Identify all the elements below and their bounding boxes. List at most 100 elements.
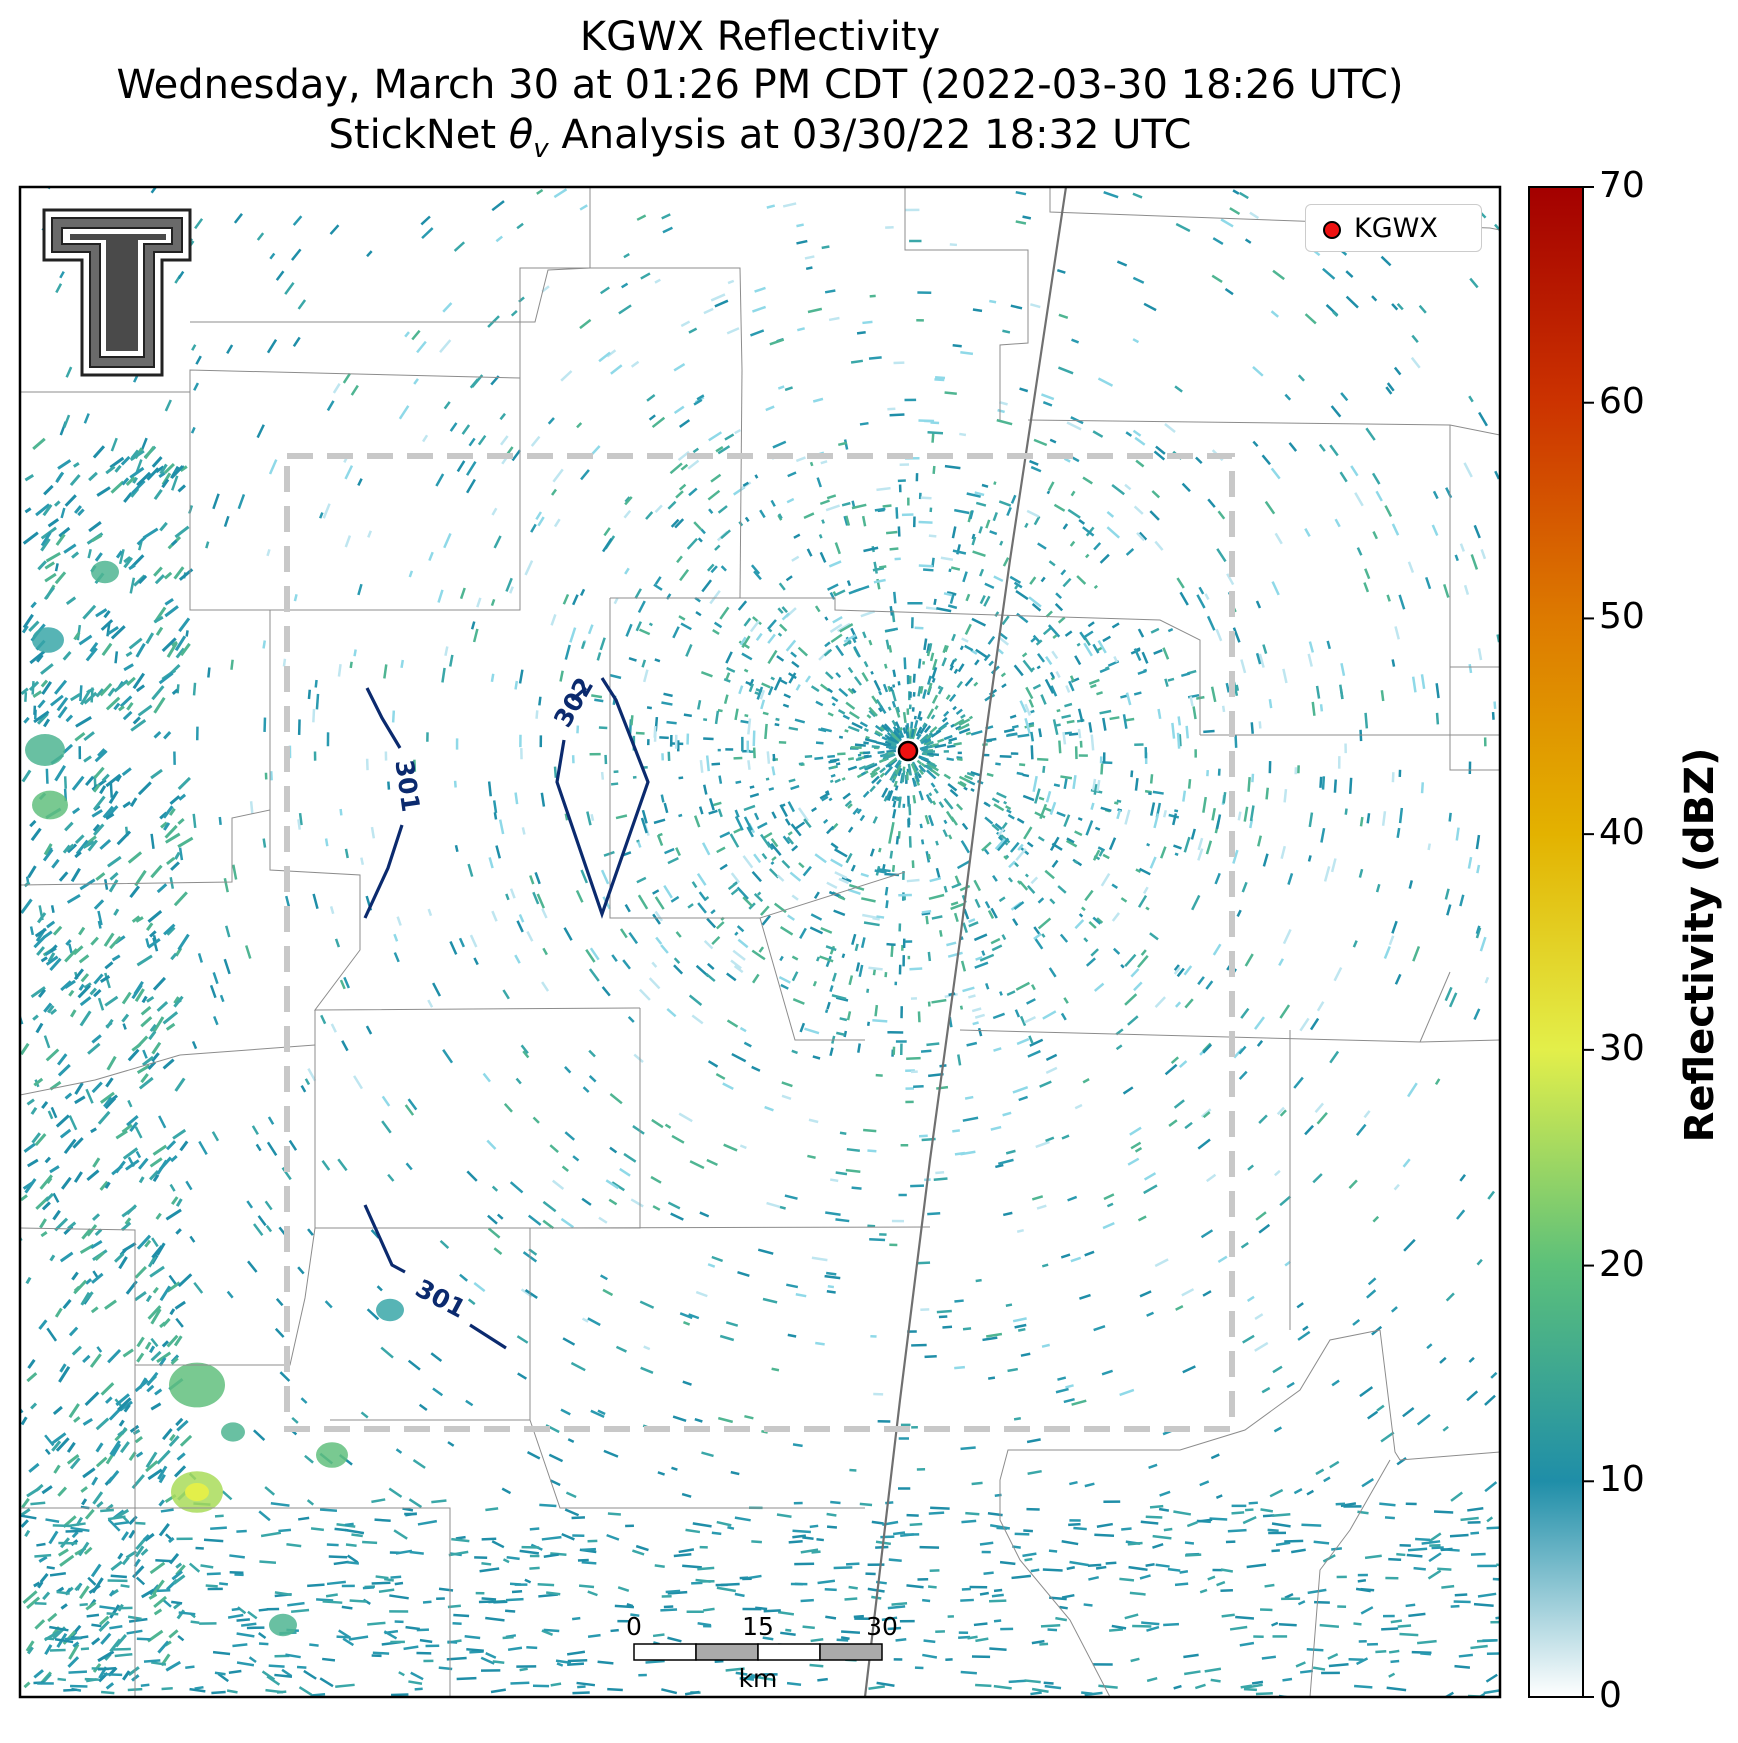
- echo-gate: [824, 790, 830, 795]
- echo-gate: [1051, 859, 1059, 868]
- echo-gate: [660, 944, 669, 954]
- scale-bar-tick-15: 15: [742, 1612, 774, 1641]
- echo-gate: [862, 631, 867, 639]
- echo-gate: [383, 664, 388, 679]
- echo-gate: [1038, 796, 1045, 801]
- echo-gate: [931, 998, 947, 1004]
- echo-gate: [743, 668, 749, 673]
- echo-gate: [164, 399, 172, 412]
- echo-gate: [1198, 586, 1205, 595]
- echo-gate: [1220, 218, 1234, 228]
- echo-gate: [894, 557, 901, 561]
- echo-gate: [85, 1088, 94, 1104]
- echo-gate: [943, 710, 950, 717]
- echo-gate: [1000, 672, 1007, 678]
- echo-gate: [1394, 626, 1400, 640]
- echo-gate: [679, 1312, 693, 1320]
- echo-gate: [714, 544, 721, 551]
- echo-gate: [1475, 834, 1481, 850]
- echo-gate: [1042, 1010, 1057, 1020]
- echo-gate: [907, 955, 911, 960]
- echo-gate: [281, 1668, 293, 1678]
- echo-gate: [1084, 1482, 1095, 1488]
- echo-gate: [1076, 642, 1081, 647]
- echo-gate: [1242, 1334, 1255, 1344]
- echo-gate: [752, 747, 756, 759]
- echo-gate: [861, 672, 869, 682]
- echo-gate: [1007, 1367, 1018, 1373]
- echo-gate: [842, 714, 850, 720]
- echo-gate: [1064, 702, 1073, 708]
- echo-gate: [1258, 1114, 1268, 1124]
- echo-gate: [1268, 699, 1273, 709]
- echo-gate: [647, 739, 650, 746]
- convective-cell: [376, 1298, 404, 1322]
- echo-gate: [324, 838, 329, 847]
- echo-gate: [953, 668, 959, 674]
- echo-gate: [176, 1537, 193, 1541]
- echo-gate: [810, 685, 820, 693]
- echo-gate: [564, 813, 569, 821]
- echo-gate: [979, 568, 985, 577]
- echo-gate: [481, 1669, 501, 1672]
- echo-gate: [508, 586, 514, 594]
- echo-gate: [917, 1578, 929, 1581]
- echo-gate: [581, 1197, 592, 1206]
- echo-gate: [252, 1223, 264, 1236]
- echo-gate: [223, 958, 231, 975]
- colorbar-title: Reflectivity (dBZ): [1677, 747, 1723, 1143]
- echo-gate: [1176, 577, 1185, 589]
- echo-gate: [879, 704, 887, 714]
- echo-gate: [1391, 523, 1400, 536]
- echo-gate: [575, 889, 584, 903]
- echo-gate: [908, 768, 912, 775]
- echo-gate: [885, 745, 894, 749]
- echo-gate: [151, 1237, 159, 1248]
- echo-gate: [444, 646, 449, 657]
- echo-gate: [376, 1285, 383, 1292]
- echo-gate: [788, 726, 799, 731]
- echo-gate: [455, 738, 459, 750]
- echo-gate: [950, 566, 961, 571]
- echo-gate: [855, 757, 862, 762]
- echo-gate: [1262, 853, 1269, 867]
- echo-gate: [844, 800, 853, 808]
- echo-gate: [1129, 1126, 1142, 1136]
- echo-gate: [898, 1437, 909, 1440]
- echo-gate: [803, 818, 812, 829]
- echo-gate: [870, 670, 874, 675]
- echo-gate: [1079, 631, 1087, 641]
- echo-gate: [757, 821, 768, 830]
- echo-gate: [1475, 927, 1482, 939]
- echo-gate: [673, 957, 681, 965]
- echo-gate: [901, 513, 914, 517]
- echo-gate: [850, 359, 864, 364]
- echo-gate: [1017, 733, 1030, 738]
- echo-gate: [683, 1321, 691, 1326]
- echo-gate: [868, 639, 873, 646]
- echo-gate: [809, 461, 814, 467]
- echo-gate: [941, 657, 947, 667]
- echo-gate: [1240, 659, 1247, 674]
- echo-gate: [854, 943, 859, 952]
- echo-gate: [1304, 313, 1317, 325]
- echo-gate: [687, 459, 700, 470]
- echo-gate: [879, 726, 886, 732]
- echo-gate: [1216, 548, 1227, 563]
- echo-gate: [919, 1545, 940, 1549]
- echo-gate: [990, 937, 1001, 945]
- echo-gate: [889, 850, 894, 859]
- colorbar-tick-label: 10: [1599, 1459, 1645, 1501]
- echo-gate: [832, 765, 837, 769]
- echo-gate: [949, 664, 954, 671]
- echo-gate: [510, 310, 518, 317]
- echo-gate: [1041, 933, 1046, 938]
- echo-gate: [906, 675, 910, 685]
- legend-label: KGWX: [1354, 213, 1438, 244]
- echo-gate: [1197, 976, 1205, 986]
- echo-gate: [1092, 849, 1101, 861]
- echo-gate: [843, 640, 852, 647]
- echo-gate: [772, 753, 776, 762]
- echo-gate: [784, 818, 791, 826]
- echo-gate: [262, 640, 267, 649]
